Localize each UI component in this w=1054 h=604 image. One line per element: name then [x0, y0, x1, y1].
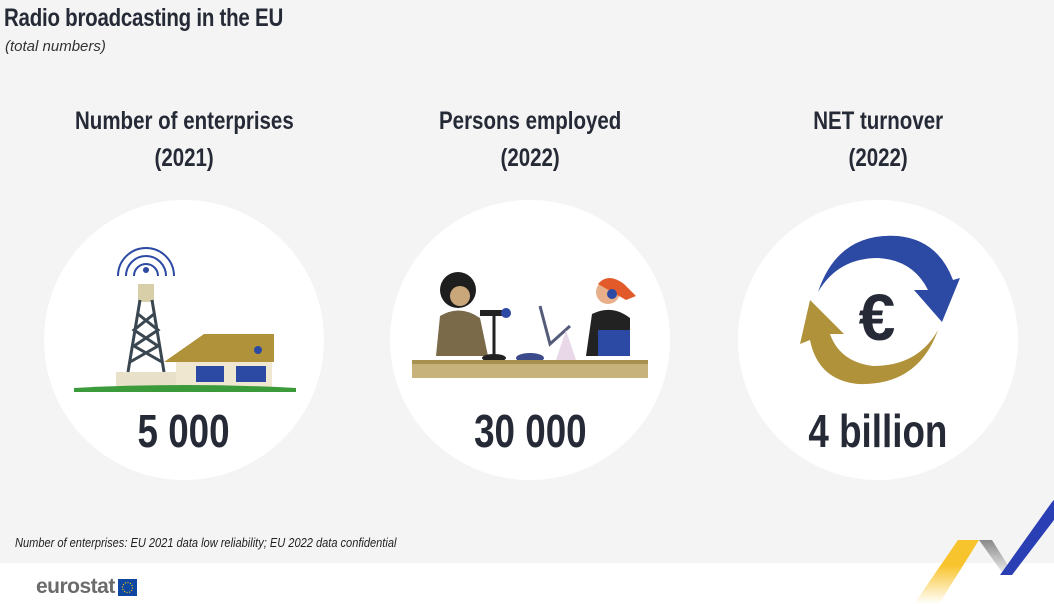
radio-tower-house-icon: [74, 247, 296, 392]
radio-hosts-icon: [412, 272, 648, 378]
page-subtitle: (total numbers): [5, 38, 106, 55]
euro-cycle-icon: €: [800, 235, 960, 385]
indicator-heading: Persons employed (2022): [438, 107, 622, 172]
indicator-value: 5 000: [137, 405, 231, 457]
indicator-value: 4 billion: [808, 405, 948, 457]
indicator-value: 30 000: [473, 405, 587, 457]
eu-flag-icon: [117, 578, 137, 596]
svg-text:€: €: [859, 280, 896, 354]
indicator-heading: NET turnover (2022): [813, 107, 943, 172]
decorative-corner-stripes: [914, 500, 1054, 604]
logo-text: eurostat: [36, 575, 115, 598]
page-title: Radio broadcasting in the EU: [4, 4, 284, 32]
indicator-circle: [44, 200, 324, 480]
eurostat-logo: eurostat: [36, 575, 137, 599]
footnote: Number of enterprises: EU 2021 data low …: [15, 535, 397, 550]
indicator-heading: Number of enterprises (2021): [74, 107, 294, 172]
